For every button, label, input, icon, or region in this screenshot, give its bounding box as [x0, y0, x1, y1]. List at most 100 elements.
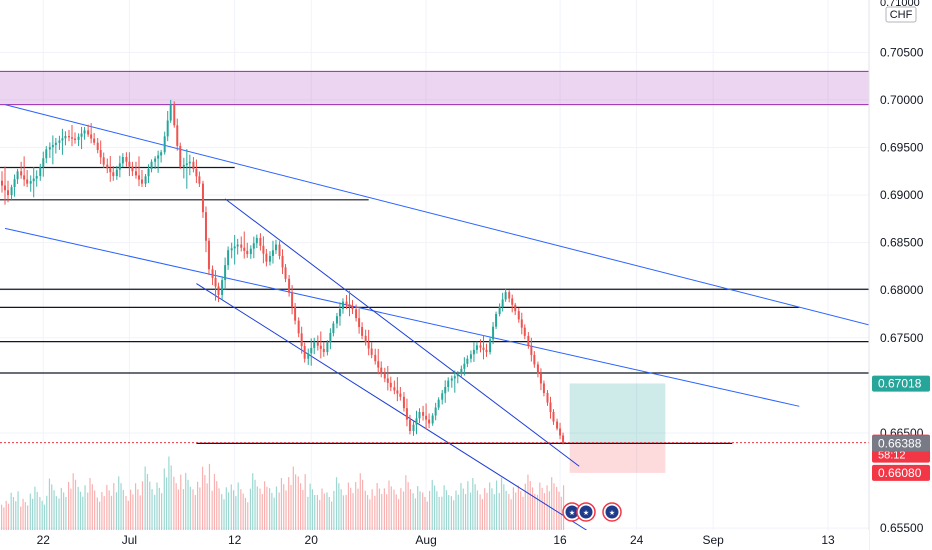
volume-bar	[48, 478, 51, 530]
trend-line[interactable]	[4, 104, 905, 335]
candle-body	[77, 136, 80, 140]
candle-body	[415, 418, 418, 425]
event-flag-icon[interactable]: ★	[602, 502, 622, 522]
volume-bar	[388, 480, 390, 530]
volume-bar	[192, 489, 194, 530]
volume-bar	[431, 479, 433, 530]
candle-body	[39, 167, 42, 177]
candle-body	[297, 320, 300, 334]
volume-bar	[199, 487, 201, 530]
volume-bar	[393, 489, 395, 530]
event-flag-icon[interactable]: ★	[576, 502, 596, 522]
long-position-tool[interactable]	[569, 383, 666, 473]
price-label-box	[872, 464, 930, 481]
volume-bar	[524, 483, 526, 530]
candle-body	[246, 250, 249, 255]
volume-bar	[134, 483, 137, 530]
volume-bar	[146, 474, 149, 530]
candle-body	[230, 248, 233, 251]
candle-body	[7, 190, 9, 196]
candle-body	[204, 212, 207, 241]
candle-body	[291, 292, 294, 307]
volume-bar	[409, 489, 412, 530]
event-flag-core	[605, 505, 619, 519]
volume-bar	[122, 490, 124, 530]
stop-zone[interactable]	[569, 443, 666, 473]
volume-bar	[141, 481, 144, 530]
candle-body	[121, 157, 124, 164]
candle-body	[106, 164, 109, 169]
candle-body	[479, 345, 482, 348]
candle-body	[539, 373, 542, 384]
candle-body	[361, 327, 364, 336]
volume-bar	[17, 491, 19, 530]
volume-bar	[539, 482, 541, 530]
trend-line[interactable]	[4, 227, 800, 407]
volume-bar	[512, 487, 515, 530]
volume-bar	[82, 496, 84, 530]
volume-bar	[489, 482, 491, 530]
volume-bar	[206, 483, 208, 530]
volume-bar	[158, 487, 160, 530]
trend-line[interactable]	[224, 198, 580, 467]
volume-bar	[297, 476, 299, 530]
candle-body	[166, 120, 169, 137]
candle-body	[485, 349, 488, 353]
volume-bar	[556, 486, 558, 530]
volume-bar	[311, 489, 314, 530]
event-flag-icon[interactable]: ★	[562, 502, 582, 522]
candle-body	[131, 166, 134, 172]
volume-bar	[96, 497, 98, 530]
trend-lines[interactable]	[4, 104, 905, 539]
volume-bar	[20, 506, 22, 530]
candle-body	[466, 358, 469, 364]
trend-line[interactable]	[196, 283, 599, 539]
volume-bar	[304, 474, 306, 530]
volume-bar	[400, 488, 402, 530]
target-zone[interactable]	[569, 383, 666, 444]
time-axis[interactable]	[0, 530, 869, 550]
candle-body	[249, 248, 252, 255]
candle-body	[4, 185, 6, 191]
volume-bar	[237, 482, 239, 530]
candle-body	[115, 169, 118, 177]
candle-body	[559, 428, 562, 436]
candle-body	[546, 392, 549, 403]
candle-body	[469, 354, 472, 359]
volume-bar	[91, 484, 93, 530]
candle-body	[552, 412, 555, 422]
volume-bar	[1, 504, 3, 530]
horizontal-levels[interactable]	[0, 0, 869, 445]
candle-body	[498, 306, 501, 315]
time-tick-label: Sep	[703, 533, 725, 547]
volume-bar	[113, 483, 115, 530]
volume-bar	[326, 492, 328, 530]
volume-bar	[316, 495, 319, 530]
event-icons[interactable]: ★ ★ ★	[562, 502, 622, 522]
candle-body	[562, 435, 565, 443]
candle-body	[243, 247, 246, 251]
volume-bar	[58, 498, 60, 530]
event-flag-core	[565, 505, 579, 519]
time-tick-label: 13	[821, 533, 835, 547]
candle-body	[310, 347, 313, 354]
volume-bar	[443, 485, 445, 530]
volume-bar	[424, 496, 426, 530]
volume-bar	[302, 490, 304, 530]
volume-bar	[242, 493, 244, 530]
volume-bar	[29, 493, 31, 530]
price-label: 0.66080	[872, 464, 930, 481]
time-tick-label: 16	[553, 533, 567, 547]
volume-bar	[531, 487, 534, 530]
candle-body	[332, 323, 335, 334]
volume-bar	[149, 481, 151, 530]
volume-bar	[307, 496, 309, 530]
candle-body	[144, 176, 147, 184]
volume-bar	[402, 491, 405, 530]
candle-body	[140, 179, 143, 184]
volume-bar	[99, 501, 101, 530]
candle-body	[425, 415, 428, 420]
candle-body	[364, 335, 367, 343]
